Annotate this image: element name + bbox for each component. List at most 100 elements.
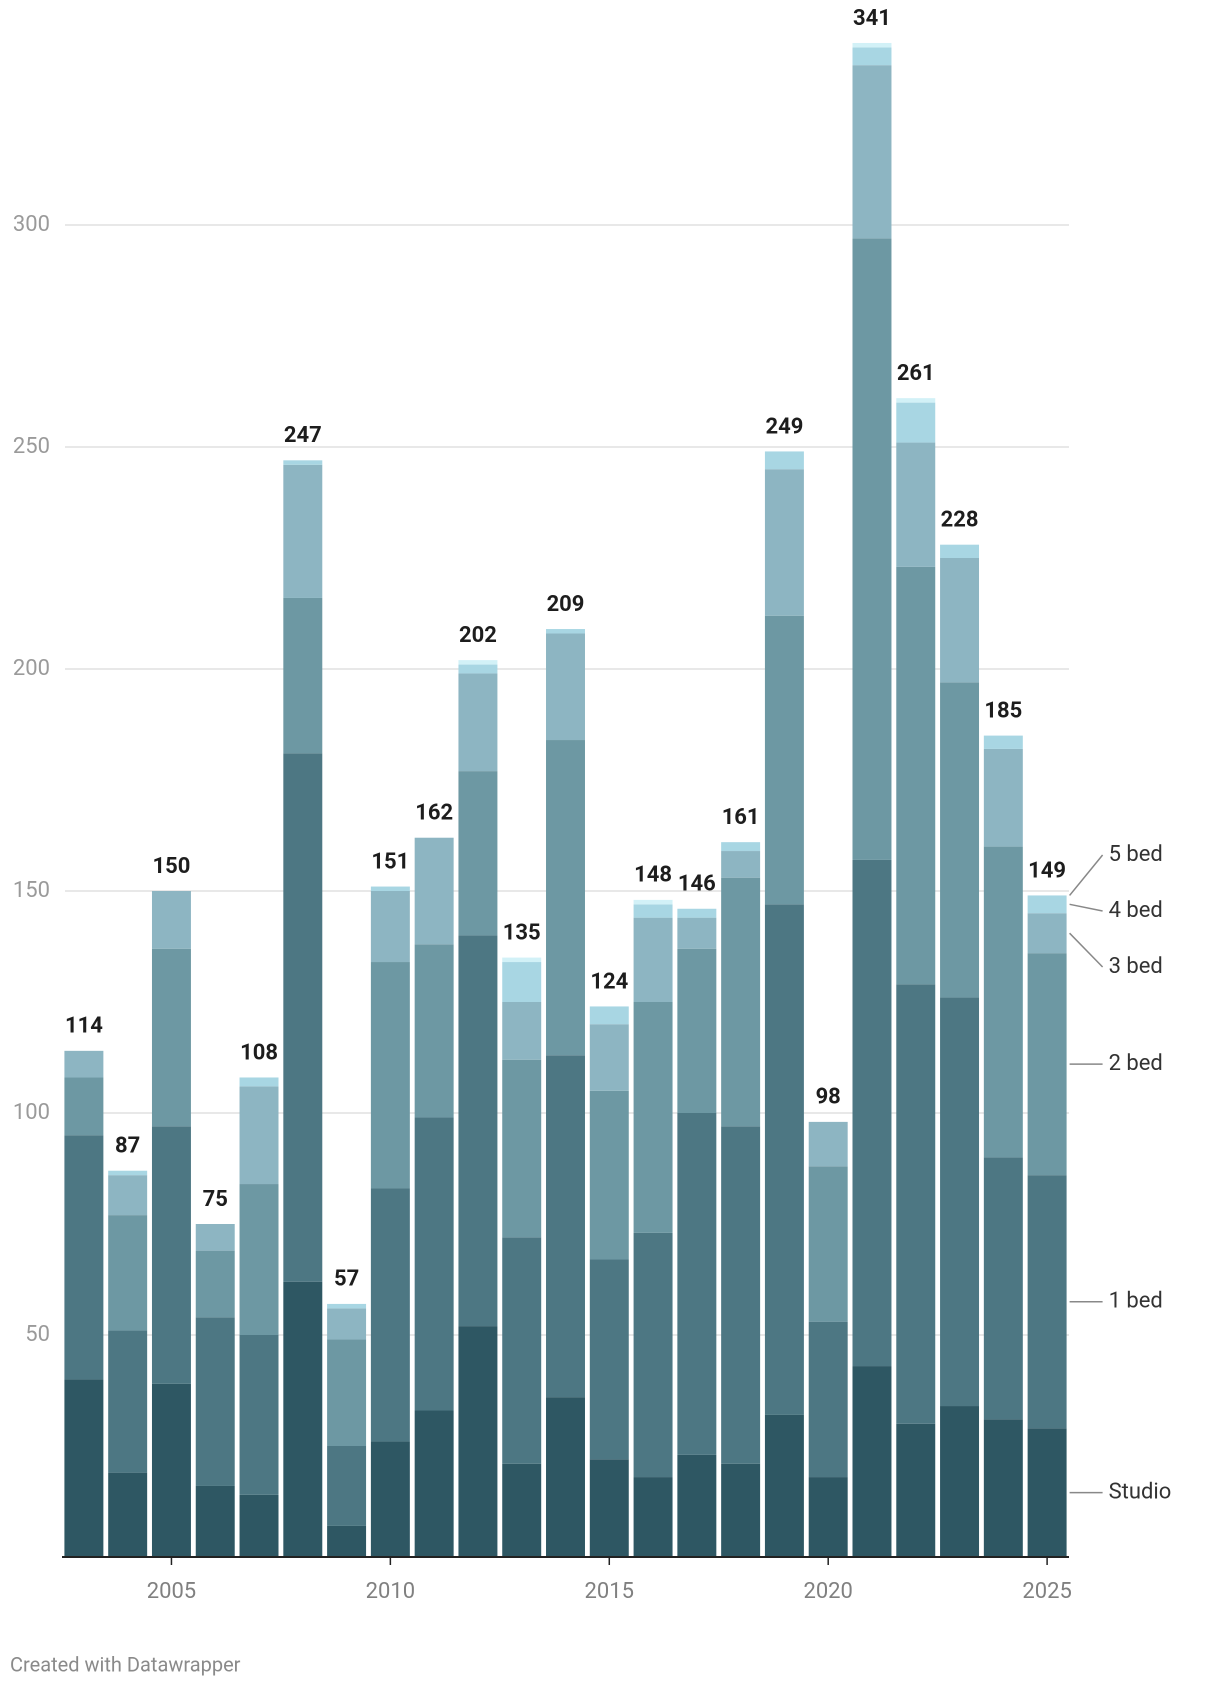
bar-segment <box>852 1366 892 1557</box>
total-label: 135 <box>503 920 541 945</box>
total-label: 249 <box>765 414 803 439</box>
bar-segment <box>108 1170 148 1176</box>
y-tick-label: 300 <box>13 212 50 237</box>
x-tick-label: 2005 <box>147 1579 196 1604</box>
bar-segment <box>502 957 542 963</box>
bar-segment <box>239 1335 279 1495</box>
bar-segment <box>283 460 323 465</box>
bar-segment <box>370 962 410 1189</box>
bar-segment <box>546 1397 585 1557</box>
bar-segment <box>764 615 804 905</box>
bar-segment <box>896 398 936 403</box>
total-label: 98 <box>816 1085 841 1110</box>
legend-label: 1 bed <box>1109 1289 1163 1314</box>
footer: Created with Datawrapper <box>10 1652 241 1676</box>
bar-segment <box>458 673 498 772</box>
bar-segment <box>677 1113 717 1455</box>
bar-segment <box>808 1166 848 1322</box>
bar-segment <box>589 1090 629 1260</box>
bar-segment <box>239 1077 279 1087</box>
bar-segment <box>1027 895 1067 914</box>
legend-label: 3 bed <box>1109 954 1163 979</box>
bar-segment <box>633 917 673 1002</box>
legend-label: Studio <box>1109 1479 1172 1504</box>
bar-segment <box>546 740 585 1056</box>
bar-segment <box>633 1002 673 1233</box>
y-tick-label: 250 <box>13 434 50 459</box>
y-tick-label: 200 <box>13 656 50 681</box>
total-label: 150 <box>153 854 191 879</box>
bar-segment <box>983 748 1023 847</box>
bar-segment <box>458 664 498 674</box>
bar-segment <box>195 1250 235 1318</box>
bar-segment <box>64 1379 104 1557</box>
bar-segment <box>721 842 761 852</box>
y-tick-label: 100 <box>13 1100 50 1125</box>
bar-segment <box>852 238 892 860</box>
bar-segment <box>283 753 323 1282</box>
bar-segment <box>195 1224 235 1251</box>
y-tick-label: 50 <box>25 1322 50 1347</box>
bar-segment <box>414 944 454 1118</box>
legend-label: 2 bed <box>1109 1051 1163 1076</box>
total-label: 57 <box>334 1267 359 1292</box>
x-tick-label: 2020 <box>803 1579 852 1604</box>
bar-segment <box>108 1472 148 1557</box>
bar-segment <box>546 629 585 634</box>
bar-segment <box>283 464 323 598</box>
bar-segment <box>239 1184 279 1335</box>
bar-segment <box>370 1441 410 1557</box>
bar-segment <box>721 851 761 878</box>
bar-segment <box>983 1157 1023 1420</box>
total-label: 148 <box>634 863 672 888</box>
bar-segment <box>852 65 892 239</box>
bar-segment <box>1027 953 1067 1176</box>
bar-segment <box>327 1446 367 1526</box>
bar-segment <box>764 904 804 1415</box>
bar-segment <box>108 1330 148 1473</box>
bar-segment <box>151 1126 191 1384</box>
bar-segment <box>983 846 1023 1158</box>
x-tick-label: 2010 <box>366 1579 415 1604</box>
bar-segment <box>414 1117 454 1411</box>
total-label: 228 <box>941 507 979 532</box>
bar-segment <box>721 877 761 1127</box>
bar-segment <box>108 1215 148 1331</box>
bar-segment <box>239 1086 279 1185</box>
total-label: 209 <box>547 592 585 617</box>
bar-segment <box>940 997 980 1407</box>
bar-segment <box>370 891 410 963</box>
x-tick-label: 2015 <box>585 1579 634 1604</box>
bar-segment <box>633 1232 673 1478</box>
bar-segment <box>458 660 498 665</box>
total-label: 108 <box>240 1040 278 1065</box>
bar-segment <box>1027 1175 1067 1429</box>
bar-segment <box>502 1237 542 1464</box>
bar-segment <box>940 544 980 558</box>
bar-segment <box>502 1002 542 1060</box>
bar-segment <box>502 1463 542 1557</box>
bar-segment <box>896 402 936 443</box>
bar-segment <box>677 917 717 949</box>
total-label: 202 <box>459 623 497 648</box>
y-tick-label: 150 <box>13 878 50 903</box>
legend-label: 4 bed <box>1109 898 1163 923</box>
bar-segment <box>64 1135 104 1380</box>
bar-segment <box>808 1321 848 1478</box>
total-label: 247 <box>284 423 322 448</box>
x-tick-label: 2025 <box>1022 1579 1071 1604</box>
bar-segment <box>327 1339 367 1446</box>
bar-segment <box>195 1317 235 1486</box>
bar-segment <box>502 1059 542 1238</box>
bar-segment <box>677 908 717 918</box>
bar-segment <box>195 1485 235 1557</box>
bar-segment <box>64 1050 104 1078</box>
bar-segment <box>151 1383 191 1557</box>
bar-segment <box>940 1406 980 1557</box>
bar-segment <box>283 597 323 754</box>
bar-segment <box>502 962 542 1002</box>
bar-segment <box>108 1175 148 1216</box>
bar-segment <box>721 1463 761 1557</box>
total-label: 149 <box>1028 858 1066 883</box>
total-label: 114 <box>65 1014 103 1039</box>
